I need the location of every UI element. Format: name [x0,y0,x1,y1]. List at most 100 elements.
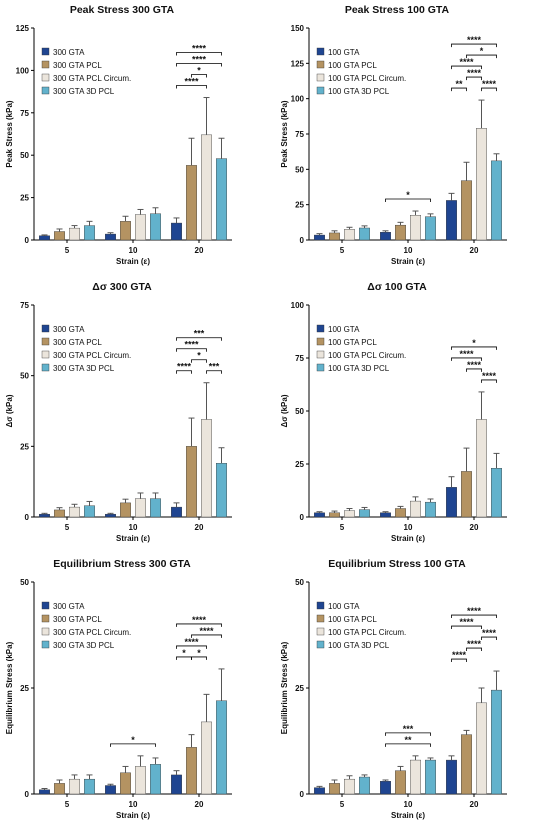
x-tick-label: 5 [65,523,70,532]
y-tick-label: 125 [16,24,30,33]
chart-svg: Peak Stress 100 GTA 0 25 50 75 100 125 150 Peak … [280,4,507,266]
bar [39,235,50,241]
significance-bracket [191,359,207,363]
legend-label: 300 GTA 3D PCL [53,641,115,650]
significance-bracket [176,52,222,56]
chart-title: Peak Stress 300 GTA [70,4,175,16]
chart-title: Equilibrium Stress 300 GTA [53,558,191,570]
legend-swatch [41,601,50,610]
legend-label: 100 GTA PCL [328,61,377,70]
legend-label: 300 GTA PCL Circum. [53,74,131,83]
bar [54,783,65,795]
y-tick-label: 75 [20,109,29,118]
legend-swatch [41,86,50,95]
significance-bracket [466,76,482,81]
significance-label: *** [403,724,414,734]
significance-label: **** [459,57,474,67]
y-tick-label: 75 [295,354,304,363]
x-tick-label: 20 [195,246,204,255]
legend-label: 300 GTA 3D PCL [53,87,115,96]
bar [201,419,212,518]
significance-bracket [385,743,431,747]
y-tick-label: 25 [20,684,29,693]
legend-swatch [316,324,325,333]
y-tick-label: 50 [295,165,304,174]
significance-label: **** [452,650,467,660]
bar [329,512,340,518]
legend-swatch [316,47,325,56]
legend-swatch [316,73,325,82]
x-tick-label: 20 [470,800,479,809]
bar [380,781,391,795]
legend-swatch [316,350,325,359]
bar [476,128,487,241]
significance-bracket [176,63,222,67]
x-tick-label: 5 [340,800,345,809]
significance-label: **** [184,77,199,87]
bar [150,498,161,518]
bar [54,231,65,241]
bar [491,160,502,241]
significance-bracket [451,357,482,361]
significance-bracket [176,348,207,352]
bar [171,506,182,518]
bar [201,721,212,795]
bar [476,702,487,795]
bar [425,759,436,795]
y-tick-label: 0 [300,513,305,522]
significance-label: **** [467,68,482,78]
significance-label: * [472,338,476,348]
significance-label: **** [192,55,207,65]
bar [216,700,227,795]
significance-label: **** [177,362,192,372]
bar [461,471,472,518]
chart-title: Δσ 100 GTA [367,281,427,293]
y-tick-label: 0 [300,790,305,799]
bar [476,419,487,518]
legend-label: 300 GTA [53,325,85,334]
y-tick-label: 125 [291,59,305,68]
legend-label: 300 GTA 3D PCL [53,364,115,373]
bar [359,776,370,795]
y-tick-label: 50 [20,578,29,587]
bar [171,222,182,241]
y-axis-label: Equilibrium Stress (kPa) [5,641,14,734]
legend-label: 100 GTA PCL Circum. [328,351,406,360]
bar [105,785,116,795]
x-tick-label: 20 [470,523,479,532]
significance-label: **** [192,615,207,625]
x-axis-label: Strain (ε) [116,811,150,820]
bar [395,508,406,518]
significance-bracket [451,43,497,48]
significance-bracket [385,732,431,736]
legend-label: 300 GTA PCL Circum. [53,628,131,637]
y-tick-label: 25 [20,194,29,203]
bar [329,232,340,241]
significance-bracket [451,65,482,70]
significance-bracket [451,87,467,92]
significance-bracket [176,623,222,627]
legend-swatch [316,640,325,649]
significance-bracket [466,368,482,372]
bar [491,689,502,795]
legend-swatch [316,627,325,636]
significance-bracket [176,85,207,89]
significance-label: * [406,190,410,200]
bar [135,214,146,241]
legend-label: 300 GTA [53,48,85,57]
bar [446,200,457,241]
chart-svg: Peak Stress 300 GTA 0 25 50 75 100 125 Peak Str… [5,4,232,266]
chart-peak-stress-300: Peak Stress 300 GTA 0 25 50 75 100 125 Peak Str… [0,0,275,276]
significance-bracket [191,656,207,660]
legend-label: 100 GTA 3D PCL [328,641,390,650]
bar [120,502,131,518]
significance-label: * [480,46,484,56]
bar [446,487,457,518]
significance-label: **** [482,628,497,638]
x-axis-label: Strain (ε) [391,534,425,543]
bar [171,774,182,795]
y-axis-label: Δσ (kPa) [280,394,289,427]
significance-bracket [451,614,497,619]
significance-bracket [176,370,192,374]
significance-bracket [451,625,482,630]
